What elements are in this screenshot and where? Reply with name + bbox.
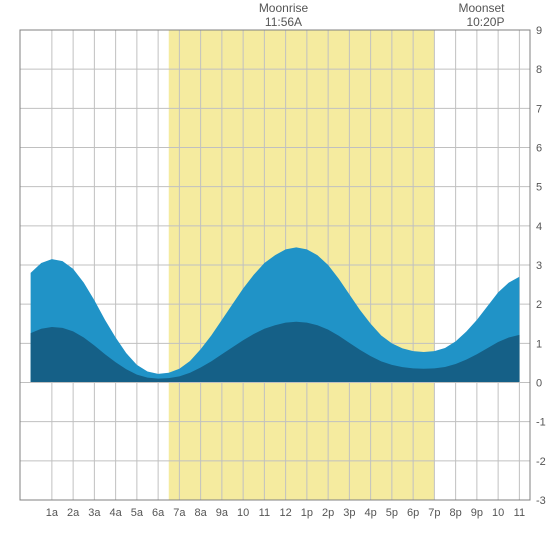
x-tick-label: 8a <box>195 507 208 519</box>
y-tick-label: 8 <box>536 64 542 76</box>
x-tick-label: 12 <box>280 507 292 519</box>
y-tick-label: 9 <box>536 25 542 37</box>
x-tick-label: 3a <box>88 507 101 519</box>
top-label-value: 11:56A <box>265 15 302 29</box>
x-tick-label: 2p <box>322 507 334 519</box>
y-tick-label: -3 <box>536 495 546 507</box>
y-tick-label: 4 <box>536 221 542 233</box>
y-tick-label: -1 <box>536 417 546 429</box>
x-tick-label: 7p <box>428 507 440 519</box>
y-tick-label: 6 <box>536 143 542 155</box>
x-tick-label: 6a <box>152 507 165 519</box>
x-tick-label: 9p <box>471 507 483 519</box>
x-tick-label: 5a <box>131 507 144 519</box>
x-tick-label: 10 <box>492 507 504 519</box>
top-label-value: 10:20P <box>466 15 504 29</box>
x-tick-label: 8p <box>450 507 462 519</box>
y-tick-label: 2 <box>536 299 542 311</box>
top-label-title: Moonrise <box>259 1 309 15</box>
y-tick-label: -2 <box>536 456 546 468</box>
x-tick-label: 7a <box>173 507 186 519</box>
x-tick-label: 11 <box>514 507 525 519</box>
x-tick-label: 4a <box>110 507 123 519</box>
top-label-title: Moonset <box>458 1 505 15</box>
tide-chart: -3-2-101234567891a2a3a4a5a6a7a8a9a101112… <box>0 0 550 550</box>
x-tick-label: 4p <box>365 507 377 519</box>
x-tick-label: 10 <box>237 507 249 519</box>
x-tick-label: 2a <box>67 507 80 519</box>
y-tick-label: 0 <box>536 378 542 390</box>
y-tick-label: 7 <box>536 103 542 115</box>
x-tick-label: 5p <box>386 507 398 519</box>
x-tick-label: 1p <box>301 507 313 519</box>
x-tick-label: 6p <box>407 507 419 519</box>
y-tick-label: 3 <box>536 260 542 272</box>
x-tick-label: 11 <box>259 507 270 519</box>
y-tick-label: 5 <box>536 182 542 194</box>
x-tick-label: 3p <box>343 507 355 519</box>
y-tick-label: 1 <box>536 338 542 350</box>
x-tick-label: 1a <box>46 507 59 519</box>
x-tick-label: 9a <box>216 507 229 519</box>
